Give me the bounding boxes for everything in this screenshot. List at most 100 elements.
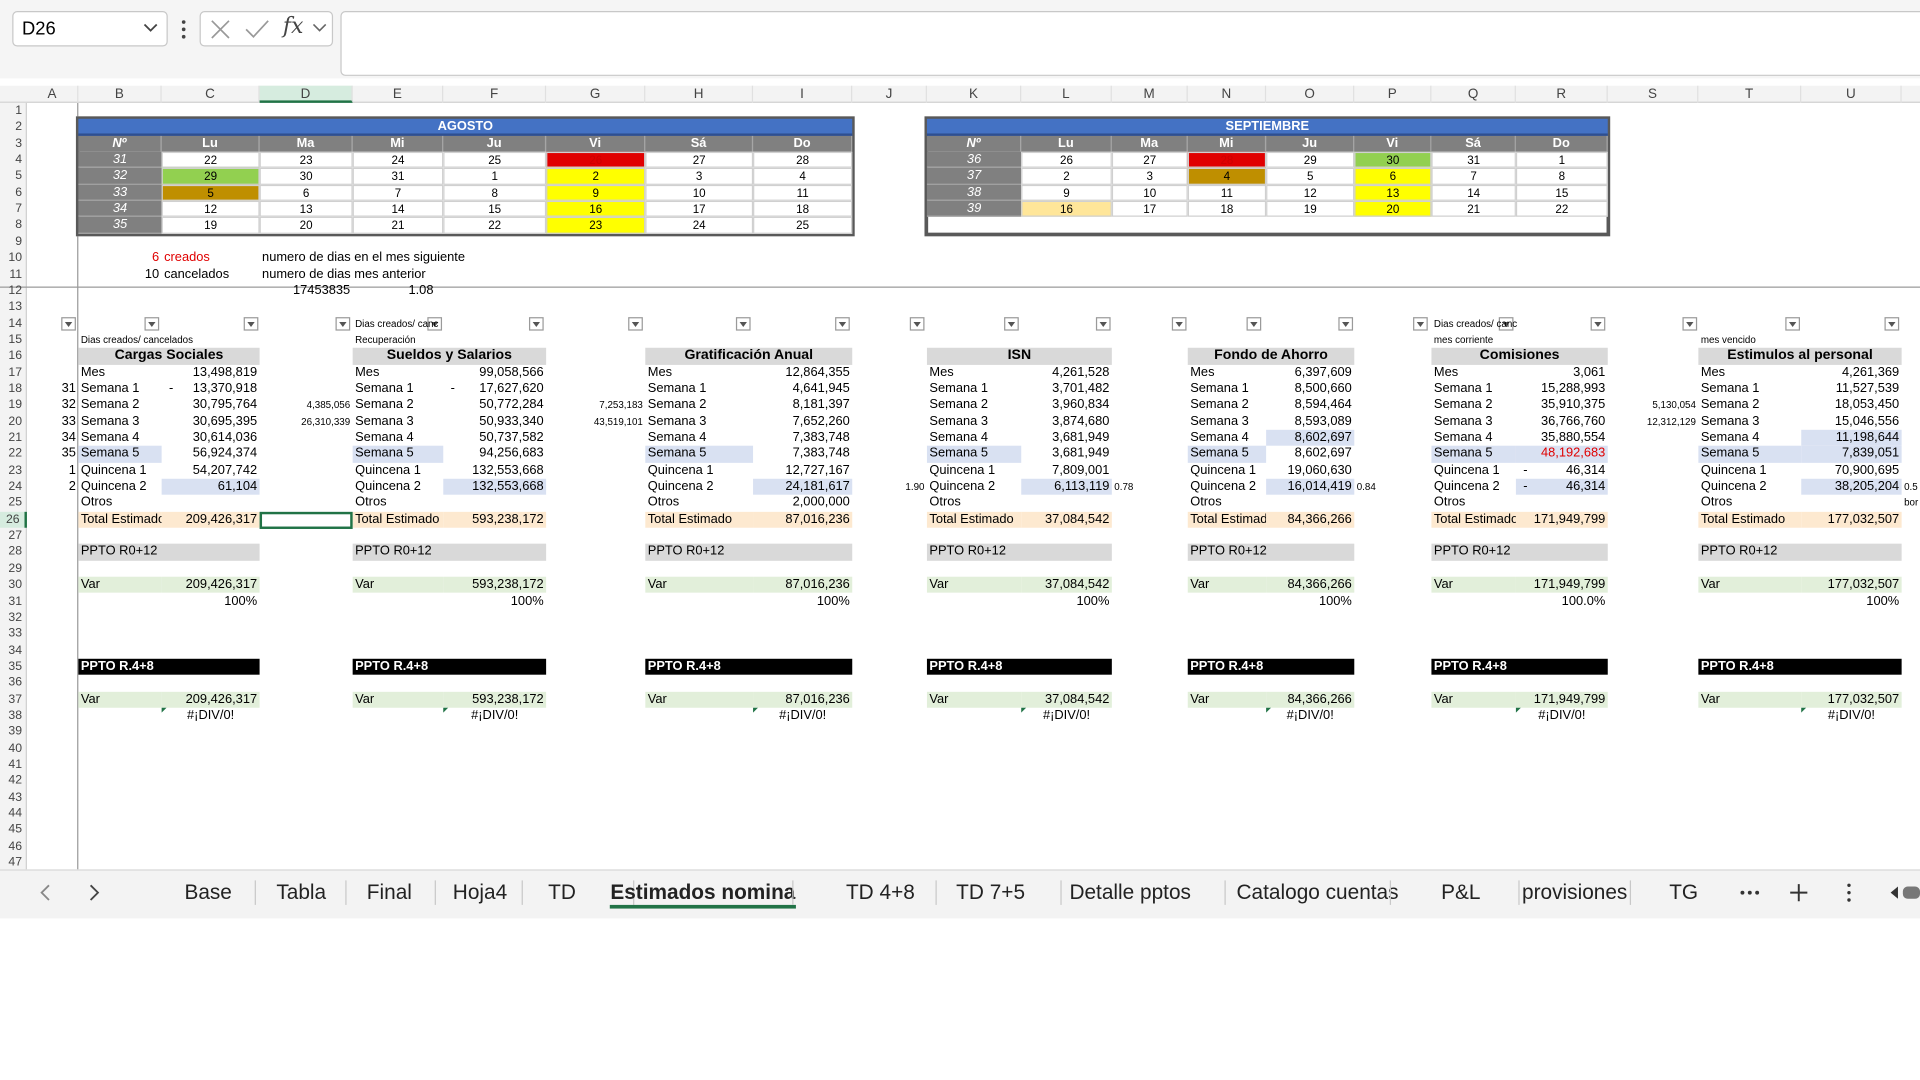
filter-button[interactable] [1246, 316, 1262, 331]
row-header[interactable]: 36 [8, 676, 23, 690]
formula-input[interactable] [340, 11, 1920, 76]
row-header[interactable]: 10 [8, 251, 23, 265]
row-header[interactable]: 14 [8, 316, 23, 331]
sheet-tab[interactable]: Catalogo cuentas [1236, 880, 1399, 904]
filter-button[interactable] [1498, 316, 1514, 331]
column-header[interactable]: O [1266, 85, 1355, 103]
row-header[interactable]: 43 [8, 790, 23, 805]
row-header[interactable]: 46 [8, 839, 23, 854]
insert-function[interactable]: fx [282, 13, 304, 40]
row-header[interactable]: 8 [15, 218, 23, 232]
enter-icon[interactable] [244, 18, 271, 40]
function-dropdown[interactable] [312, 22, 327, 34]
column-header[interactable]: F [443, 85, 547, 103]
filter-button[interactable] [735, 316, 751, 331]
row-header[interactable]: 31 [8, 594, 23, 608]
sheet-tab[interactable]: TD 4+8 [845, 880, 915, 904]
row-header[interactable]: 5 [15, 169, 23, 183]
row-header[interactable]: 6 [15, 185, 23, 200]
row-header[interactable]: 38 [8, 708, 23, 723]
column-header[interactable]: D [259, 85, 353, 103]
row-header[interactable]: 20 [8, 414, 23, 429]
column-header[interactable]: N [1188, 85, 1267, 103]
column-header[interactable]: I [753, 85, 853, 103]
sheet-tab[interactable]: Base [184, 880, 232, 904]
row-header[interactable]: 11 [9, 267, 23, 282]
filter-button[interactable] [144, 316, 160, 331]
filter-button[interactable] [1171, 316, 1187, 331]
filter-button[interactable] [61, 316, 76, 331]
sheet-tab[interactable]: provisiones [1522, 880, 1628, 904]
column-header[interactable]: G [546, 85, 646, 103]
filter-button[interactable] [1338, 316, 1354, 331]
row-header[interactable]: 45 [8, 823, 23, 837]
filter-button[interactable] [243, 316, 259, 331]
row-header[interactable]: 17 [8, 365, 23, 380]
tab-actions[interactable] [1736, 879, 1920, 906]
column-header[interactable]: B [78, 85, 162, 103]
filter-button[interactable] [1413, 316, 1428, 331]
row-header[interactable]: 9 [15, 234, 23, 249]
name-box[interactable]: D26 [12, 11, 168, 47]
tab-scroll-arrows[interactable] [34, 882, 107, 904]
column-header[interactable]: P [1354, 85, 1432, 103]
row-header[interactable]: 1 [15, 104, 23, 118]
column-header[interactable]: A [27, 85, 79, 103]
row-header[interactable]: 23 [8, 463, 23, 478]
filter-button[interactable] [628, 316, 643, 331]
column-header[interactable]: U [1801, 85, 1902, 103]
filter-button[interactable] [1590, 316, 1606, 331]
more-icon[interactable] [178, 17, 190, 41]
row-header[interactable]: 42 [8, 774, 23, 788]
filter-button[interactable] [335, 316, 351, 331]
column-header[interactable]: M [1112, 85, 1188, 103]
row-header[interactable]: 16 [8, 349, 23, 363]
row-header[interactable]: 44 [8, 806, 23, 821]
column-header[interactable]: C [162, 85, 260, 103]
row-header[interactable]: 25 [8, 496, 23, 510]
row-header[interactable]: 34 [8, 643, 23, 657]
name-box-dropdown[interactable] [142, 21, 159, 36]
cancel-icon[interactable] [208, 18, 232, 40]
row-header[interactable]: 27 [8, 529, 23, 543]
sheet-tab[interactable]: TD 7+5 [956, 880, 1026, 904]
column-header[interactable]: J [852, 85, 927, 103]
column-header[interactable]: E [353, 85, 444, 103]
column-header[interactable]: S [1608, 85, 1699, 103]
sheet-tab[interactable]: Estimados nomina [610, 880, 796, 904]
row-header[interactable]: 4 [15, 153, 23, 167]
sheet-tab[interactable]: Detalle pptos [1069, 880, 1191, 904]
filter-button[interactable] [1095, 316, 1111, 331]
row-header[interactable]: 39 [8, 725, 23, 739]
sheet-tab[interactable]: TD [548, 880, 576, 904]
filter-button[interactable] [1004, 316, 1019, 331]
row-header[interactable]: 33 [8, 627, 23, 641]
selected-cell[interactable] [259, 511, 353, 530]
filter-button[interactable] [1785, 316, 1801, 331]
row-header[interactable]: 47 [8, 856, 23, 870]
row-header[interactable]: 22 [8, 447, 23, 461]
row-header[interactable]: 19 [8, 398, 23, 412]
sheet-tab[interactable]: Final [366, 880, 412, 904]
row-header[interactable]: 13 [8, 300, 23, 314]
filter-button[interactable] [1682, 316, 1698, 331]
row-header[interactable]: 30 [8, 578, 23, 592]
sheet-tab[interactable]: Tabla [276, 880, 327, 904]
row-header[interactable]: 21 [8, 431, 23, 445]
column-header[interactable]: L [1021, 85, 1112, 103]
row-header[interactable]: 28 [8, 545, 23, 559]
column-header[interactable]: H [645, 85, 754, 103]
column-header[interactable]: T [1698, 85, 1802, 103]
row-header[interactable]: 35 [8, 659, 23, 674]
column-header[interactable]: K [927, 85, 1022, 103]
row-header[interactable]: 2 [15, 120, 23, 134]
sheet-tab[interactable]: Hoja4 [452, 880, 508, 904]
filter-button[interactable] [528, 316, 544, 331]
column-header[interactable]: Q [1431, 85, 1516, 103]
row-header[interactable]: 40 [8, 741, 23, 756]
row-header[interactable]: 7 [15, 202, 23, 216]
row-header[interactable]: 41 [8, 757, 23, 772]
filter-button[interactable] [909, 316, 925, 331]
row-header[interactable]: 26 [0, 511, 27, 528]
row-header[interactable]: 32 [8, 610, 23, 625]
